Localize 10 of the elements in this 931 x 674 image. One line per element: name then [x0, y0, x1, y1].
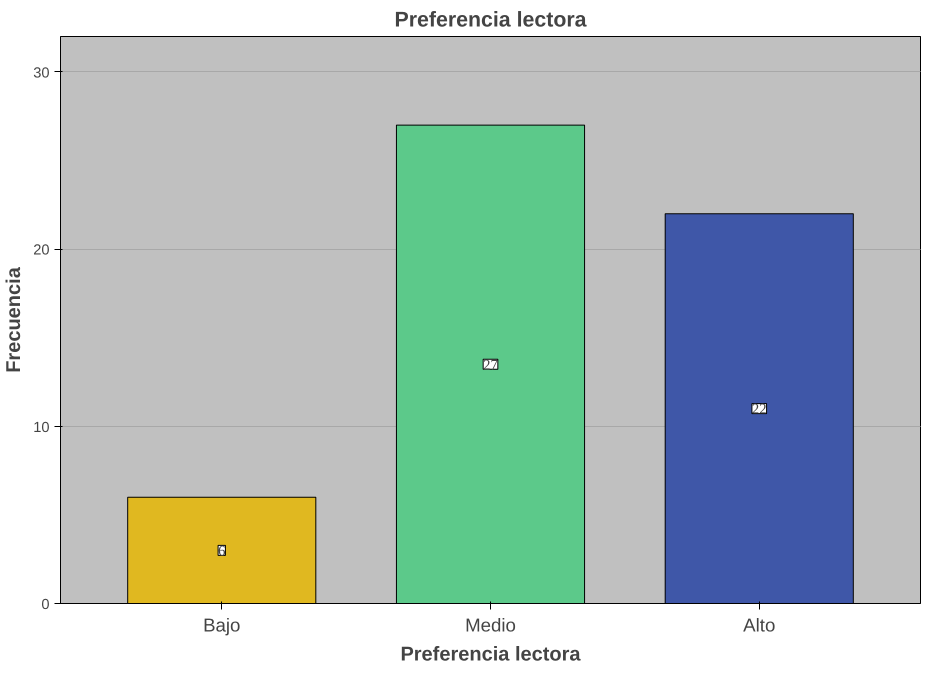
x-tick-label: Medio: [465, 614, 516, 636]
x-tick-label: Bajo: [203, 614, 240, 636]
chart-title: Preferencia lectora: [394, 8, 587, 32]
y-tick-label: 30: [33, 65, 50, 82]
y-tick-label: 0: [41, 597, 50, 613]
y-tick-label: 10: [33, 420, 50, 436]
x-tick-label: Alto: [743, 614, 776, 636]
x-axis-title: Preferencia lectora: [400, 644, 582, 666]
y-tick-label: 20: [33, 242, 50, 259]
y-axis-title: Frecuencia: [3, 266, 26, 373]
